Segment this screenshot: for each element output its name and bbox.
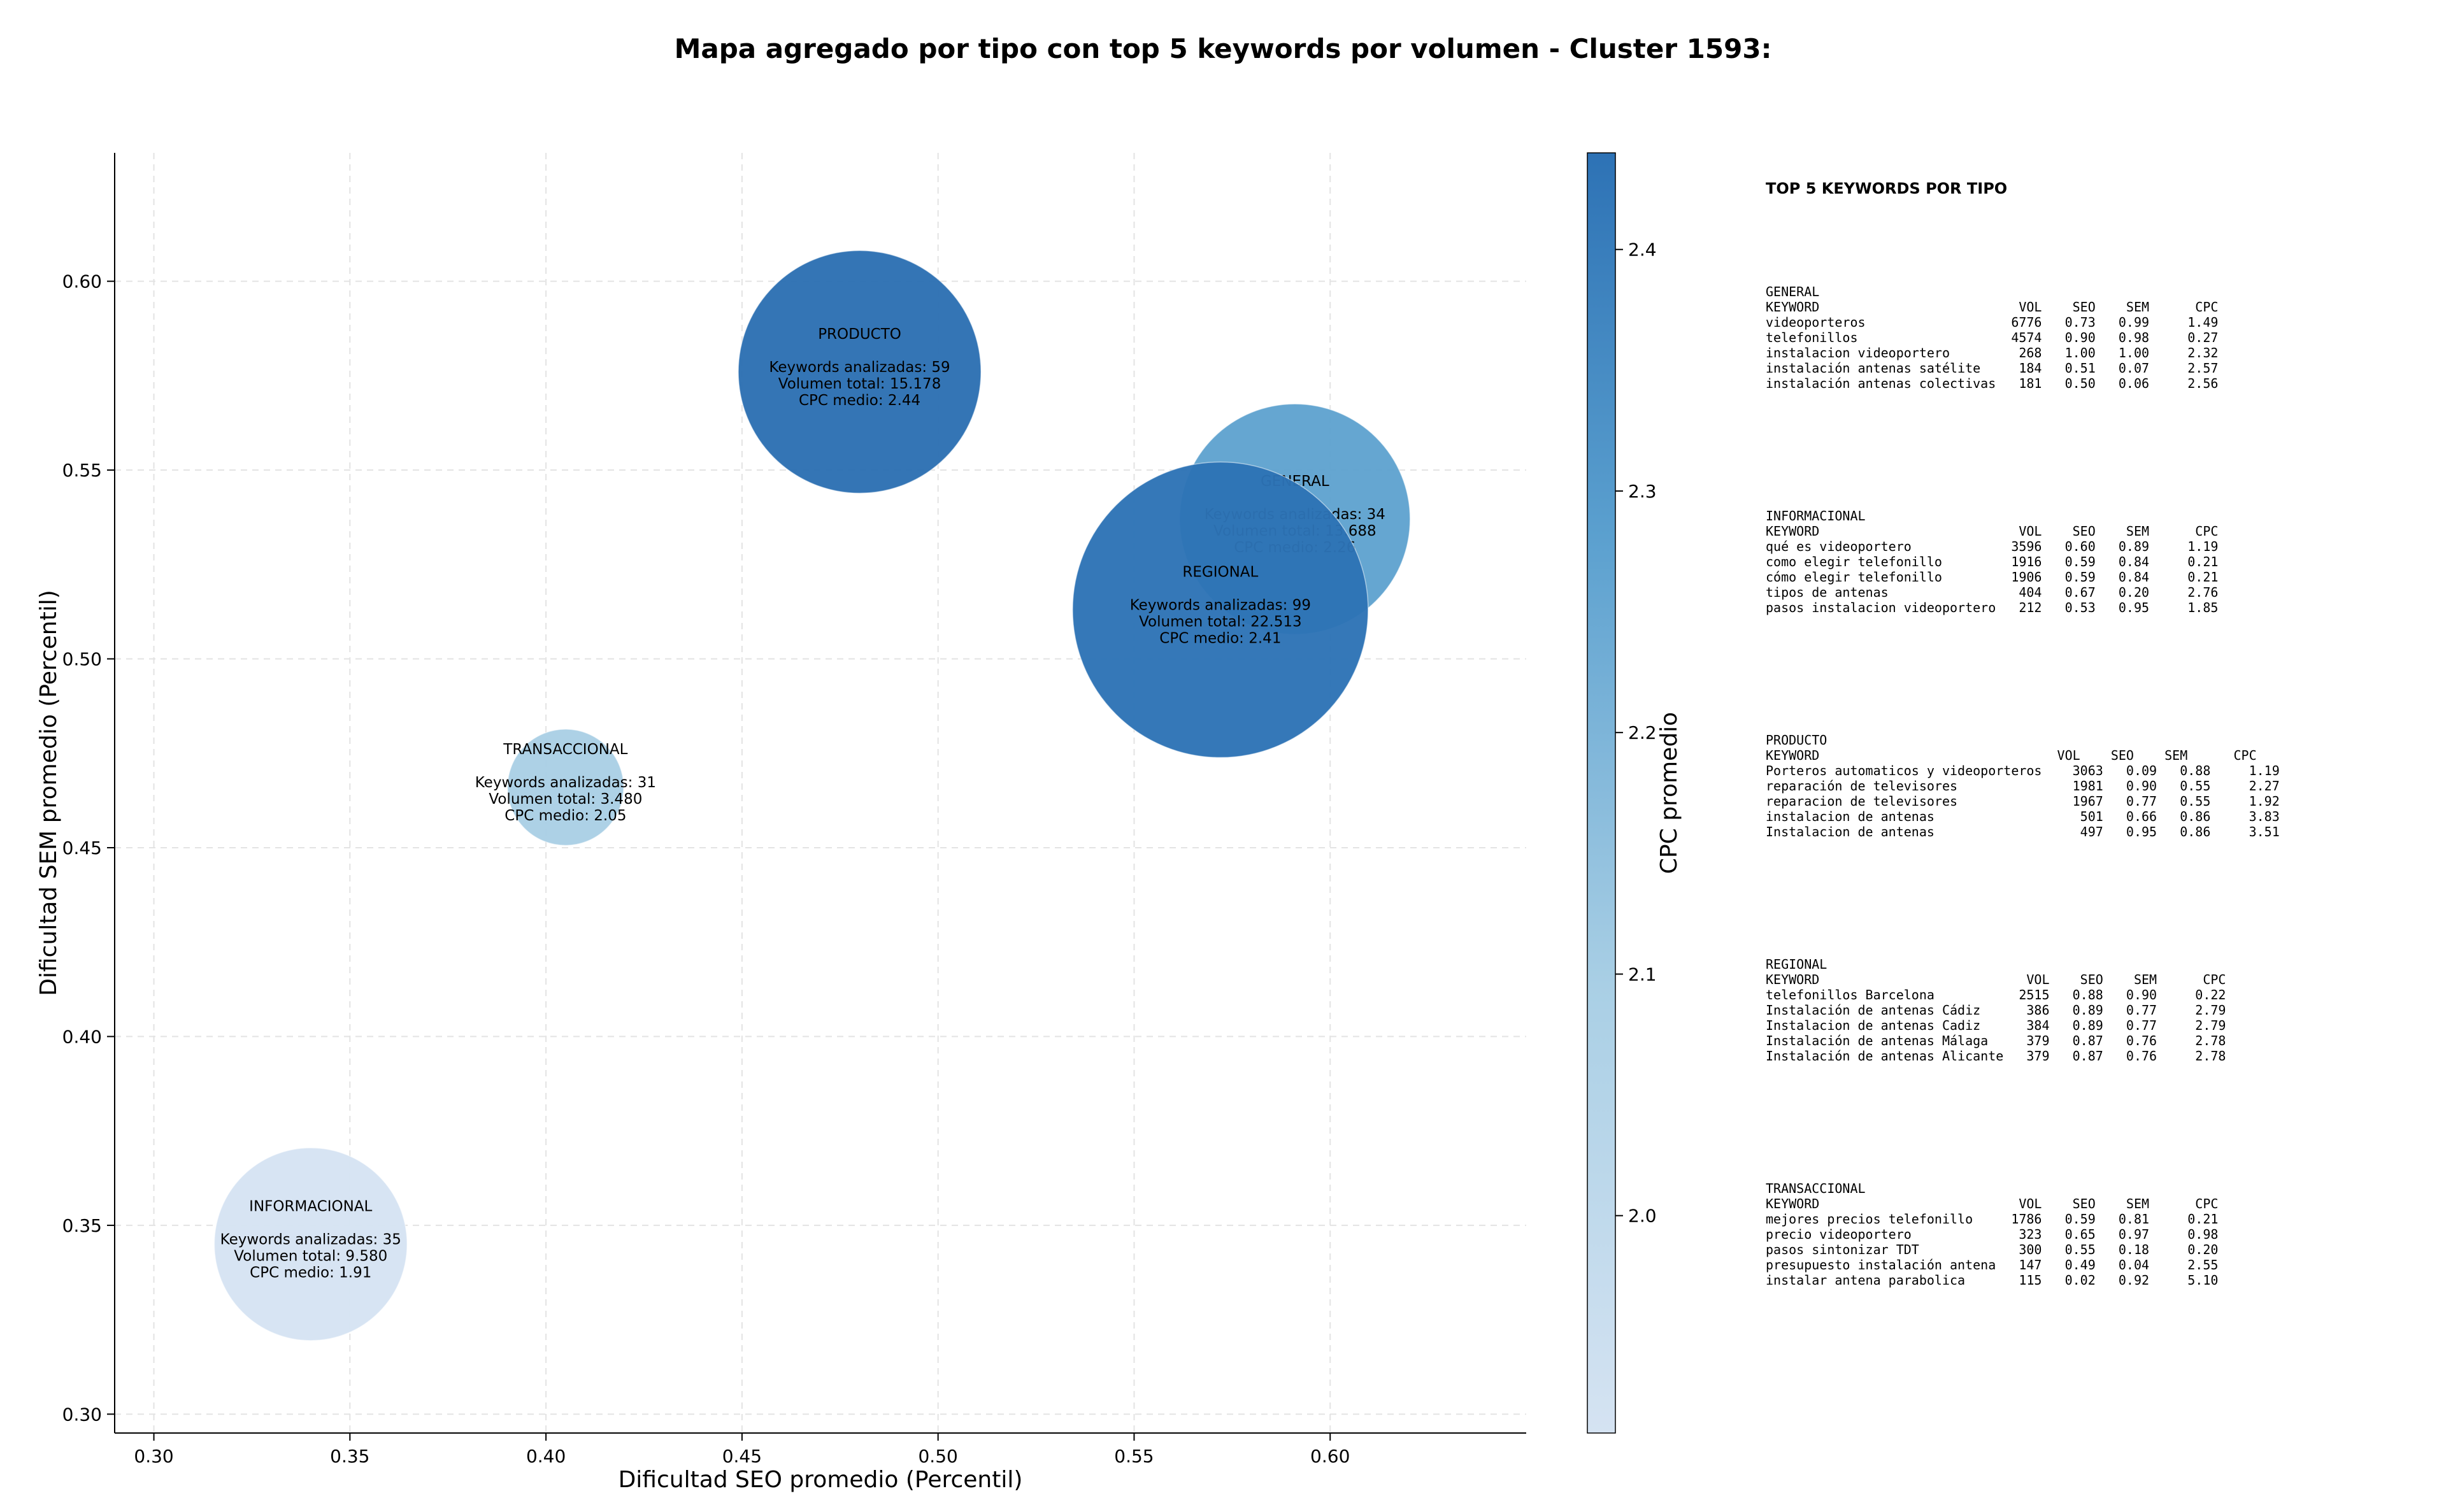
keyword-row: instalacion videoportero 268 1.00 1.00 2… bbox=[1766, 345, 2219, 360]
y-tick-label: 0.30 bbox=[62, 1404, 102, 1425]
bubble-volume-label: Volumen total: 3.480 bbox=[489, 791, 642, 808]
group-type-label: INFORMACIONAL bbox=[1766, 508, 1866, 524]
keyword-row: Instalacion de antenas 497 0.95 0.86 3.5… bbox=[1766, 824, 2280, 839]
bubble-type-label: TRANSACCIONAL bbox=[503, 741, 627, 758]
y-tick-label: 0.45 bbox=[62, 838, 102, 859]
x-axis-label: Dificultad SEO promedio (Percentil) bbox=[619, 1467, 1023, 1493]
bubble-circle bbox=[506, 729, 624, 846]
colorbar-tick-label: 2.1 bbox=[1628, 964, 1657, 985]
keyword-row: tipos de antenas 404 0.67 0.20 2.76 bbox=[1766, 585, 2219, 600]
bubble-keywords-label: Keywords analizadas: 99 bbox=[1130, 597, 1311, 613]
colorbar bbox=[1587, 152, 1616, 1434]
x-tick-label: 0.30 bbox=[134, 1446, 173, 1467]
keyword-row: instalar antena parabolica 115 0.02 0.92… bbox=[1766, 1273, 2219, 1288]
bubble-keywords-label: Keywords analizadas: 59 bbox=[769, 359, 950, 376]
x-tick-label: 0.55 bbox=[1114, 1446, 1154, 1467]
y-tick-label: 0.35 bbox=[62, 1215, 102, 1236]
y-tick-label: 0.60 bbox=[62, 271, 102, 292]
keyword-row: pasos sintonizar TDT 300 0.55 0.18 0.20 bbox=[1766, 1242, 2219, 1257]
x-tick-label: 0.50 bbox=[918, 1446, 957, 1467]
bubble-circle bbox=[738, 250, 982, 494]
keyword-row: Instalacion de antenas Cadiz 384 0.89 0.… bbox=[1766, 1018, 2226, 1033]
x-tick-label: 0.35 bbox=[330, 1446, 369, 1467]
chart-title: Mapa agregado por tipo con top 5 keyword… bbox=[674, 33, 1772, 64]
keyword-row: reparación de televisores 1981 0.90 0.55… bbox=[1766, 778, 2280, 794]
colorbar-label: CPC promedio bbox=[1656, 712, 1682, 874]
bubble-keywords-label: Keywords analizadas: 35 bbox=[220, 1232, 401, 1248]
keyword-row: Instalación de antenas Cádiz 386 0.89 0.… bbox=[1766, 1002, 2226, 1018]
keyword-row: qué es videoportero 3596 0.60 0.89 1.19 bbox=[1766, 539, 2219, 554]
x-tick-label: 0.40 bbox=[526, 1446, 566, 1467]
keyword-row: como elegir telefonillo 1916 0.59 0.84 0… bbox=[1766, 554, 2219, 569]
group-type-label: REGIONAL bbox=[1766, 957, 1827, 972]
y-tick-label: 0.50 bbox=[62, 649, 102, 670]
group-type-label: TRANSACCIONAL bbox=[1766, 1181, 1866, 1196]
keyword-row: instalacion de antenas 501 0.66 0.86 3.8… bbox=[1766, 809, 2280, 824]
keyword-row: Instalación de antenas Málaga 379 0.87 0… bbox=[1766, 1033, 2226, 1048]
bubble-cpc-label: CPC medio: 2.41 bbox=[1159, 630, 1281, 646]
keyword-row: instalación antenas satélite 184 0.51 0.… bbox=[1766, 360, 2219, 376]
y-axis-label: Dificultad SEM promedio (Percentil) bbox=[36, 590, 62, 996]
colorbar-tick-label: 2.3 bbox=[1628, 481, 1657, 502]
bubble-volume-label: Volumen total: 9.580 bbox=[234, 1248, 387, 1265]
x-tick-label: 0.45 bbox=[722, 1446, 762, 1467]
ticks: 0.30 0.35 0.40 0.45 0.50 0.55 0.60 0.30 0.35 0.40… bbox=[62, 271, 1350, 1467]
bubble-cpc-label: CPC medio: 1.91 bbox=[250, 1265, 371, 1281]
bubble-cpc-label: CPC medio: 2.05 bbox=[504, 808, 626, 824]
bubble-circle bbox=[213, 1147, 408, 1341]
bubble-volume-label: Volumen total: 22.513 bbox=[1139, 613, 1302, 630]
keyword-group-transaccional: TRANSACCIONAL KEYWORD VOL SEO SEM CPC mejo… bbox=[1766, 1181, 2218, 1288]
colorbar-ticks: 2.0 2.1 2.2 2.3 2.4 bbox=[1615, 239, 1657, 1227]
keyword-group-regional: REGIONAL KEYWORD VOL SEO SEM CPC telefonil… bbox=[1766, 957, 2226, 1064]
keyword-row: Porteros automaticos y videoporteros 306… bbox=[1766, 763, 2280, 778]
keyword-row: precio videoportero 323 0.65 0.97 0.98 bbox=[1766, 1227, 2219, 1242]
keyword-row: mejores precios telefonillo 1786 0.59 0.… bbox=[1766, 1211, 2219, 1227]
panel-title: TOP 5 KEYWORDS POR TIPO bbox=[1766, 180, 2008, 197]
keyword-group-informacional: INFORMACIONAL KEYWORD VOL SEO SEM CPC qué … bbox=[1766, 508, 2218, 615]
group-header-row: KEYWORD VOL SEO SEM CPC bbox=[1766, 524, 2219, 539]
keyword-row: reparacion de televisores 1967 0.77 0.55… bbox=[1766, 794, 2280, 809]
bubble-keywords-label: Keywords analizadas: 31 bbox=[475, 774, 656, 791]
bubble-volume-label: Volumen total: 15.178 bbox=[778, 376, 941, 392]
bubble-type-label: PRODUCTO bbox=[818, 326, 901, 343]
bubble-type-label: INFORMACIONAL bbox=[249, 1199, 372, 1215]
bubble-transaccional: TRANSACCIONAL Keywords analizadas: 31Volu… bbox=[475, 729, 656, 846]
keyword-row: pasos instalacion videoportero 212 0.53 … bbox=[1766, 600, 2219, 615]
bubble-type-label: REGIONAL bbox=[1182, 564, 1258, 580]
keyword-row: presupuesto instalación antena 147 0.49 … bbox=[1766, 1257, 2219, 1273]
keyword-row: Instalación de antenas Alicante 379 0.87… bbox=[1766, 1048, 2226, 1064]
colorbar-gradient bbox=[1587, 152, 1616, 1434]
y-tick-label: 0.55 bbox=[62, 460, 102, 481]
bubble-circle bbox=[1072, 461, 1369, 759]
colorbar-tick-label: 2.0 bbox=[1628, 1206, 1657, 1227]
keyword-row: videoporteros 6776 0.73 0.99 1.49 bbox=[1766, 315, 2219, 330]
keyword-row: cómo elegir telefonillo 1906 0.59 0.84 0… bbox=[1766, 569, 2219, 585]
group-header-row: KEYWORD VOL SEO SEM CPC bbox=[1766, 299, 2219, 315]
keyword-row: telefonillos 4574 0.90 0.98 0.27 bbox=[1766, 330, 2219, 345]
keyword-group-general: GENERAL KEYWORD VOL SEO SEM CPC videoporte… bbox=[1766, 284, 2218, 391]
y-tick-label: 0.40 bbox=[62, 1026, 102, 1047]
colorbar-tick-label: 2.4 bbox=[1628, 239, 1657, 260]
colorbar-tick-label: 2.2 bbox=[1628, 722, 1657, 743]
bubble-cpc-label: CPC medio: 2.44 bbox=[799, 392, 920, 409]
keyword-row: telefonillos Barcelona 2515 0.88 0.90 0.… bbox=[1766, 987, 2226, 1002]
bubble-informacional: INFORMACIONAL Keywords analizadas: 35Volu… bbox=[213, 1147, 408, 1341]
group-type-label: GENERAL bbox=[1766, 284, 1820, 299]
keyword-group-producto: PRODUCTO KEYWORD VOL SEO SEM CPC Porteros … bbox=[1766, 732, 2280, 839]
group-type-label: PRODUCTO bbox=[1766, 732, 1827, 748]
group-header-row: KEYWORD VOL SEO SEM CPC bbox=[1766, 748, 2257, 763]
keyword-row: instalación antenas colectivas 181 0.50 … bbox=[1766, 376, 2219, 391]
group-header-row: KEYWORD VOL SEO SEM CPC bbox=[1766, 1196, 2219, 1211]
top-keywords-panel: TOP 5 KEYWORDS POR TIPO GENERAL KEYWORD V… bbox=[1766, 150, 2428, 1288]
group-header-row: KEYWORD VOL SEO SEM CPC bbox=[1766, 972, 2226, 987]
x-tick-label: 0.60 bbox=[1310, 1446, 1350, 1467]
